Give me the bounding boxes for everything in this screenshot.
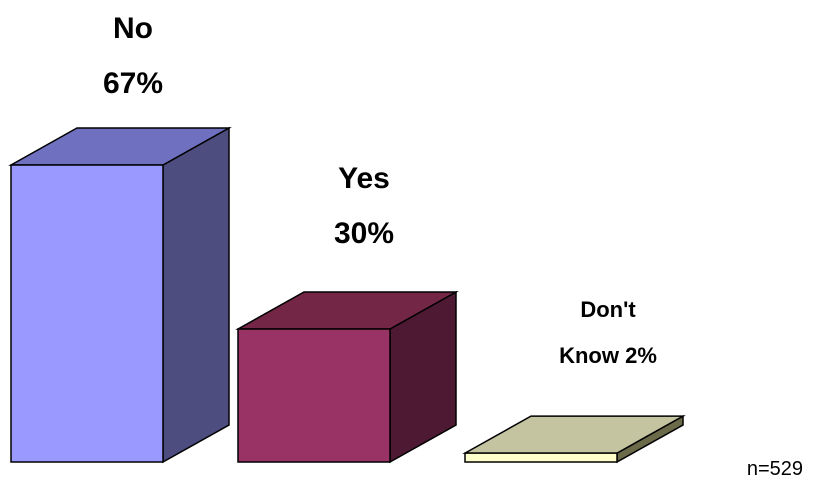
data-label-line-1: No (113, 12, 153, 45)
bar-top-face (462, 415, 686, 454)
data-label-line-1: Don't (580, 297, 636, 322)
bar-yes (235, 290, 459, 464)
data-label-line-2: 67% (103, 67, 163, 100)
bar-no (8, 126, 232, 464)
data-label-line-1: Yes (338, 162, 390, 195)
bar-don-t-know (462, 414, 686, 464)
sample-size-note: n=529 (746, 458, 803, 480)
bar-front-face (237, 328, 391, 463)
data-label-line-2: 30% (334, 217, 394, 250)
bar-side-face (162, 126, 230, 464)
bar-front-face (464, 452, 618, 463)
data-label-line-2: Know 2% (559, 343, 657, 368)
bar-front-face (10, 164, 164, 463)
